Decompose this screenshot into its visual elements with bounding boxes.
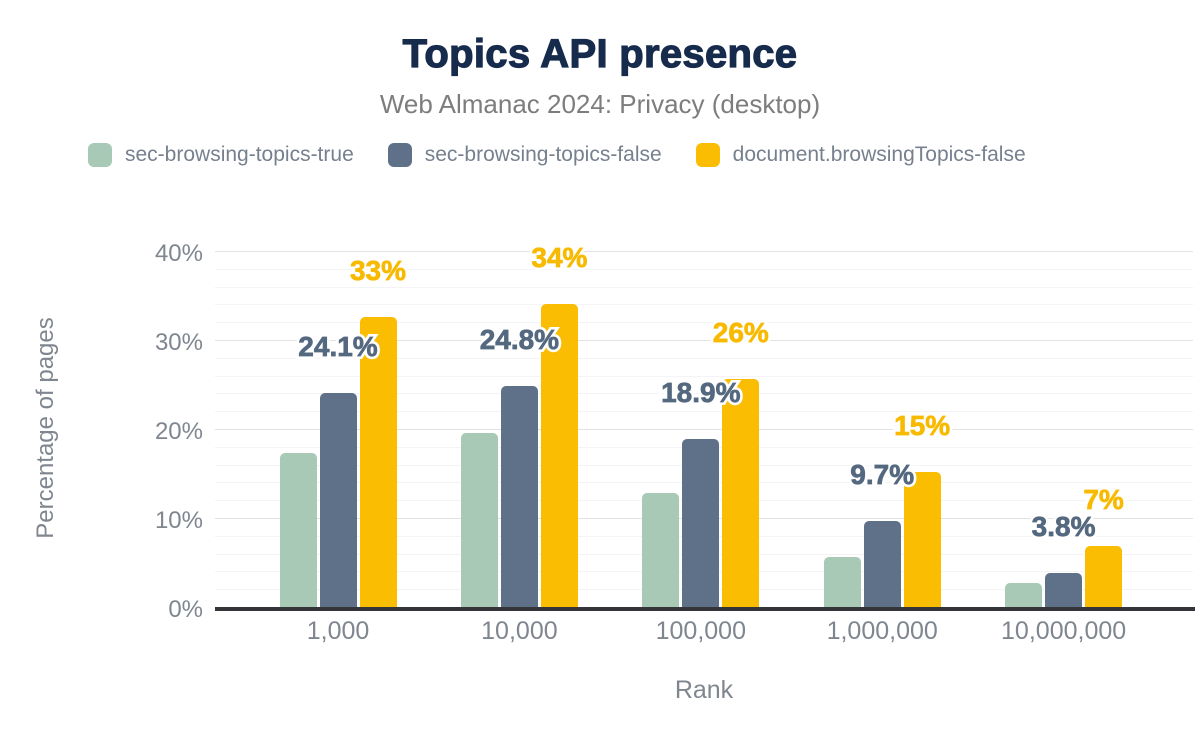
x-axis-title: Rank — [674, 676, 734, 704]
data-label-sec-browsing-topics-false-10,000,000: 3.8% 3.8% — [1029, 508, 1099, 545]
bar-sec-browsing-topics-false-1,000,000[interactable] — [863, 520, 901, 607]
data-label-text: 15% — [894, 409, 951, 441]
legend-item-document.browsingTopics-false[interactable]: document.browsingTopics-false — [695, 143, 1026, 167]
x-tick-label-10,000: 10,000 — [481, 617, 558, 645]
legend: sec-browsing-topics-true sec-browsing-top… — [88, 143, 1026, 167]
bar-sec-browsing-topics-true-10,000[interactable] — [460, 432, 498, 607]
data-label-document.browsingTopics-false-10,000: 34% 34% — [528, 238, 590, 275]
legend-label: sec-browsing-topics-false — [424, 143, 662, 166]
data-label-text: 3.8% — [1031, 511, 1096, 543]
data-label-halo: 34% — [528, 238, 590, 275]
data-label-text: 34% — [531, 241, 588, 273]
bar-sec-browsing-topics-false-100,000[interactable] — [682, 438, 720, 607]
y-tick-label: 20% — [154, 418, 203, 445]
gridline-minor — [215, 322, 1193, 324]
data-label-document.browsingTopics-false-1,000: 33% 33% — [347, 252, 409, 289]
gridline-minor — [215, 268, 1193, 270]
bar-document.browsingTopics-false-1,000,000[interactable] — [903, 471, 941, 607]
legend-label: document.browsingTopics-false — [732, 143, 1026, 166]
gridline-major — [215, 340, 1193, 341]
x-tick-label-1,000,000: 1,000,000 — [826, 617, 938, 645]
data-label-sec-browsing-topics-false-1,000,000: 9.7% 9.7% — [847, 456, 917, 493]
bar-sec-browsing-topics-false-1,000[interactable] — [319, 392, 357, 607]
data-label-halo: 15% — [891, 407, 953, 444]
y-axis-title: Percentage of pages — [32, 317, 59, 539]
data-label-sec-browsing-topics-false-100,000: 18.9% 18.9% — [658, 374, 743, 411]
legend-swatch-icon — [387, 143, 412, 167]
y-tick-label: 10% — [154, 507, 203, 534]
x-axis-line — [215, 607, 1195, 611]
bar-sec-browsing-topics-false-10,000[interactable] — [500, 386, 538, 607]
gridline-minor — [215, 375, 1193, 377]
gridline-minor — [215, 304, 1193, 306]
x-tick-label-100,000: 100,000 — [655, 617, 746, 645]
chart-title: Topics API presence — [402, 31, 798, 76]
legend-swatch-icon — [695, 143, 720, 167]
gridline-minor — [215, 357, 1193, 359]
bar-document.browsingTopics-false-10,000[interactable] — [540, 303, 578, 607]
data-label-halo: 18.9% — [658, 374, 743, 411]
bar-sec-browsing-topics-true-1,000,000[interactable] — [823, 557, 861, 607]
data-label-halo: 9.7% — [847, 456, 917, 493]
legend-item-sec-browsing-topics-false[interactable]: sec-browsing-topics-false — [387, 143, 662, 167]
gridline-minor — [215, 411, 1193, 413]
data-label-sec-browsing-topics-false-1,000: 24.1% 24.1% — [295, 327, 380, 364]
data-label-document.browsingTopics-false-100,000: 26% 26% — [710, 314, 772, 351]
data-label-text: 18.9% — [661, 376, 741, 408]
gridline-major — [215, 251, 1193, 252]
data-label-document.browsingTopics-false-10,000,000: 7% 7% — [1080, 481, 1127, 518]
bar-sec-browsing-topics-true-100,000[interactable] — [642, 493, 680, 607]
x-tick-label-1,000: 1,000 — [306, 617, 370, 645]
data-label-document.browsingTopics-false-1,000,000: 15% 15% — [891, 407, 953, 444]
bar-sec-browsing-topics-true-1,000[interactable] — [279, 453, 317, 607]
data-label-halo: 26% — [710, 314, 772, 351]
data-label-text: 24.1% — [298, 330, 378, 362]
bar-sec-browsing-topics-false-10,000,000[interactable] — [1045, 573, 1083, 607]
bar-sec-browsing-topics-true-10,000,000[interactable] — [1005, 583, 1043, 607]
x-tick-label-10,000,000: 10,000,000 — [1001, 617, 1127, 645]
y-tick-label: 40% — [154, 240, 203, 267]
chart-subtitle: Web Almanac 2024: Privacy (desktop) — [379, 89, 821, 119]
data-label-text: 33% — [349, 254, 407, 287]
data-label-halo: 3.8% — [1029, 508, 1099, 545]
legend-label: sec-browsing-topics-true — [125, 143, 354, 166]
y-tick-label: 0% — [168, 596, 203, 623]
data-label-text: 26% — [712, 317, 769, 349]
data-label-halo: 24.8% — [477, 321, 562, 358]
data-label-halo: 33% — [347, 252, 409, 289]
data-label-halo: 7% — [1080, 481, 1127, 518]
data-label-halo: 24.1% — [295, 327, 380, 364]
gridline-minor — [215, 286, 1193, 288]
data-label-text: 9.7% — [850, 458, 915, 490]
data-label-text: 24.8% — [479, 324, 560, 356]
gridline-minor — [215, 393, 1193, 395]
y-tick-label: 30% — [154, 329, 203, 356]
gridline-major — [215, 429, 1193, 430]
legend-item-sec-browsing-topics-true[interactable]: sec-browsing-topics-true — [88, 143, 354, 167]
data-label-text: 7% — [1083, 483, 1124, 515]
bar-document.browsingTopics-false-10,000,000[interactable] — [1085, 545, 1123, 607]
data-label-sec-browsing-topics-false-10,000: 24.8% 24.8% — [477, 321, 562, 358]
legend-swatch-icon — [88, 143, 112, 167]
bar-document.browsingTopics-false-1,000[interactable] — [359, 316, 397, 607]
bar-document.browsingTopics-false-100,000[interactable] — [722, 379, 760, 607]
